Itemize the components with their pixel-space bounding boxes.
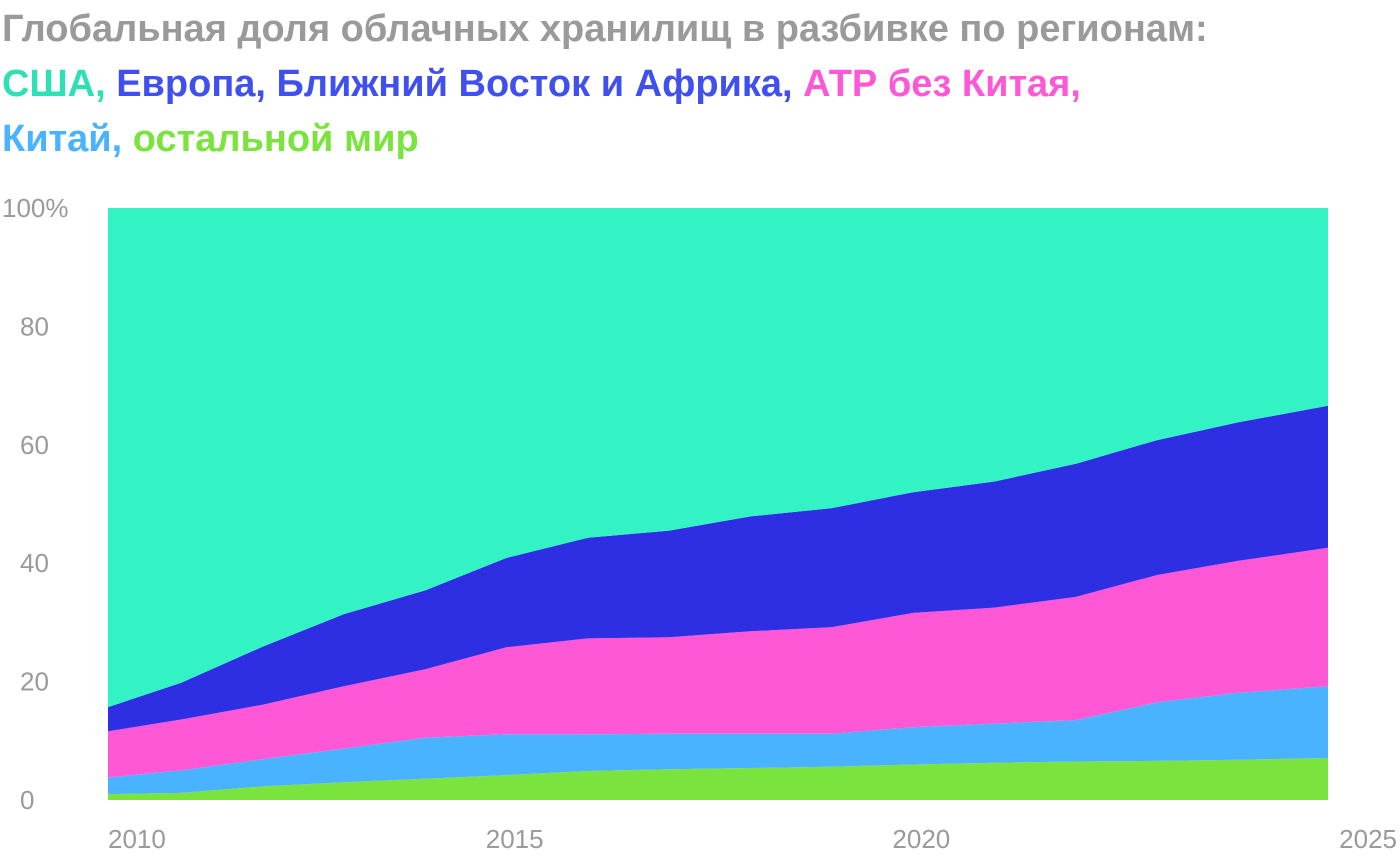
- chart-title: Глобальная доля облачных хранилищ в разб…: [2, 2, 1392, 167]
- title-sep-3: ,: [1070, 63, 1081, 105]
- area-layer: [108, 208, 1328, 800]
- area-apac-ex-china: [108, 547, 1328, 778]
- area-emea: [108, 405, 1328, 732]
- x-tick-label: 2010: [108, 824, 166, 854]
- y-tick-label: 80: [20, 311, 49, 341]
- area-usa: [108, 208, 1328, 708]
- title-legend-china: Китай: [2, 118, 112, 160]
- title-sep-1: ,: [95, 63, 106, 105]
- y-axis-ticks: 0 20 40 60 80 100%: [2, 193, 69, 815]
- y-tick-label: 60: [20, 430, 49, 460]
- title-legend-emea: Европа, Ближний Восток и Африка: [116, 63, 783, 105]
- title-legend-rest: остальной мир: [132, 118, 419, 160]
- title-legend-apac: АТР без Китая: [803, 63, 1071, 105]
- title-prefix: Глобальная доля облачных хранилищ в разб…: [2, 8, 1208, 50]
- x-tick-label: 2015: [486, 824, 544, 854]
- y-tick-label: 20: [20, 667, 49, 697]
- area-china: [108, 686, 1328, 795]
- x-axis-ticks: 2010 2015 2020 2025: [108, 824, 1397, 854]
- x-tick-label: 2025: [1339, 824, 1397, 854]
- y-tick-label: 100%: [2, 193, 69, 223]
- title-legend-usa: США: [2, 63, 96, 105]
- area-rest-of-world: [108, 758, 1328, 800]
- title-sep-2: ,: [782, 63, 793, 105]
- y-tick-label: 40: [20, 548, 49, 578]
- y-tick-label: 0: [20, 785, 34, 815]
- title-sep-4: ,: [111, 118, 123, 160]
- x-tick-label: 2020: [892, 824, 950, 854]
